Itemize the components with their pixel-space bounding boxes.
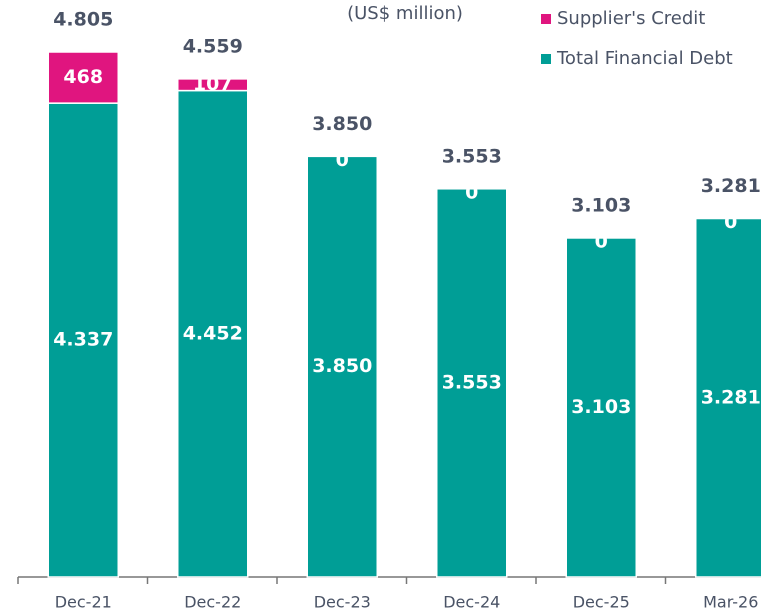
data-label: 0 xyxy=(336,149,349,171)
bar-segment xyxy=(565,237,637,578)
x-tick-label: Dec-22 xyxy=(184,593,241,612)
data-label: 107 xyxy=(193,73,233,95)
data-label: 468 xyxy=(63,66,103,88)
data-label: 4.452 xyxy=(183,322,243,344)
legend-swatch xyxy=(541,14,551,24)
x-tick-label: Dec-24 xyxy=(443,593,500,612)
data-label: 0 xyxy=(724,211,737,233)
data-label: 0 xyxy=(595,230,608,252)
x-tick-label: Dec-25 xyxy=(573,593,630,612)
bar-segment xyxy=(306,155,378,578)
data-label: 3.103 xyxy=(571,396,631,418)
legend-label: Total Financial Debt xyxy=(556,48,733,69)
legend-label: Supplier's Credit xyxy=(557,8,705,29)
x-tick-label: Dec-21 xyxy=(55,593,112,612)
total-label: 4.559 xyxy=(183,35,243,57)
chart-subtitle: (US$ million) xyxy=(347,3,463,24)
data-label: 3.281 xyxy=(701,386,761,408)
total-label: 3.553 xyxy=(442,145,502,167)
bar-segment xyxy=(177,78,249,92)
total-label: 3.850 xyxy=(312,113,372,135)
legend-swatch xyxy=(541,54,551,64)
data-label: 0 xyxy=(465,181,478,203)
data-label: 3.553 xyxy=(442,371,502,393)
data-label: 3.850 xyxy=(312,355,372,377)
bar-segment xyxy=(47,51,119,104)
total-label: 3.281 xyxy=(701,175,761,197)
bar-segment xyxy=(695,217,761,578)
bar-segment xyxy=(47,102,119,578)
bar-segment xyxy=(436,188,508,578)
bar-segment xyxy=(177,89,249,578)
x-tick-label: Dec-23 xyxy=(314,593,371,612)
x-tick-label: Mar-26 xyxy=(703,593,758,612)
data-label: 4.337 xyxy=(53,329,113,351)
total-label: 3.103 xyxy=(571,194,631,216)
total-label: 4.805 xyxy=(53,9,113,31)
